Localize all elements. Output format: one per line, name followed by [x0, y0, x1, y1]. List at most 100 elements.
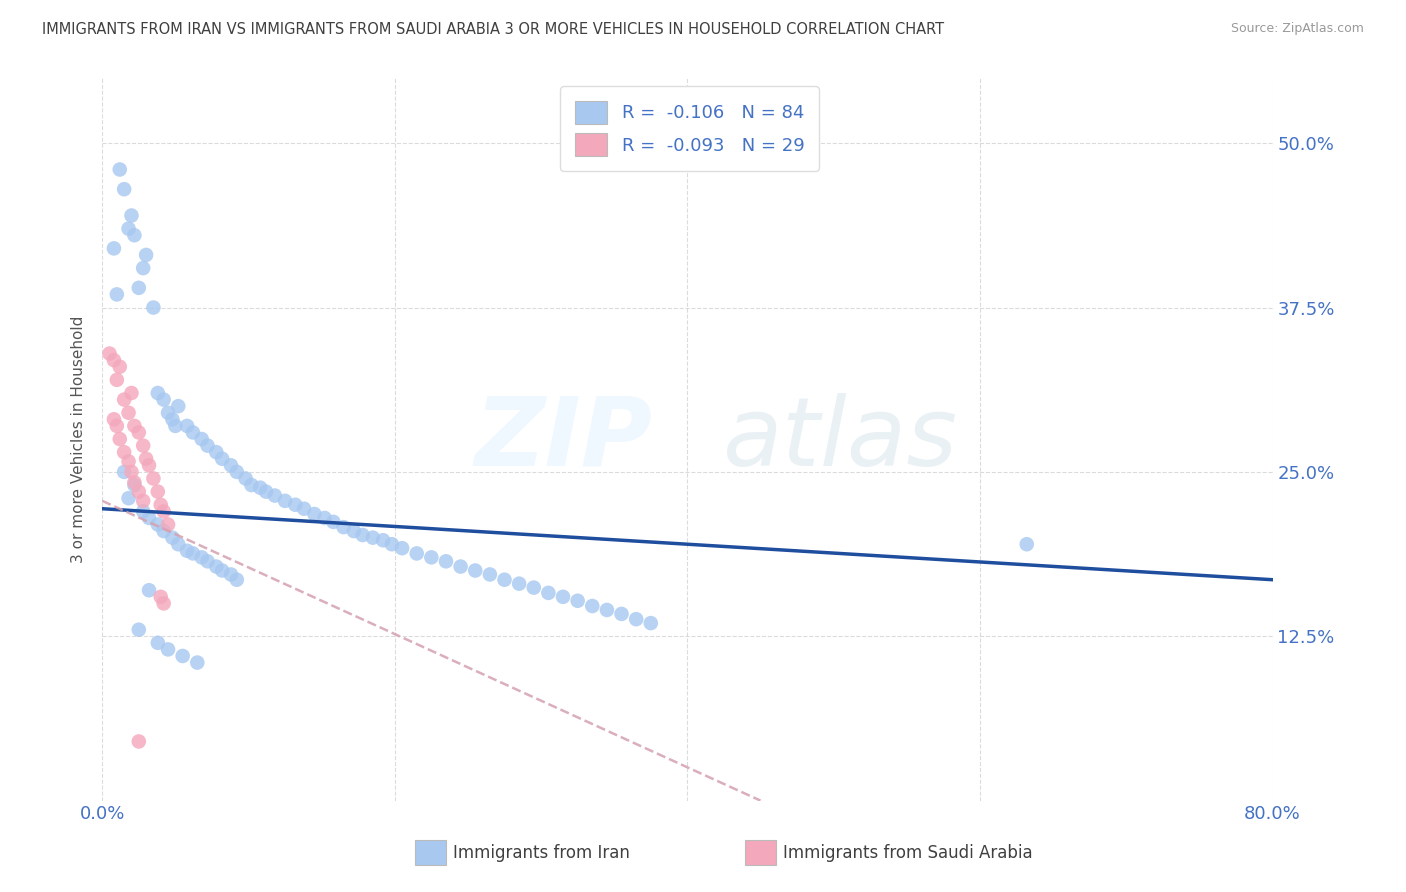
- Point: [105, 373, 128, 387]
- Point: [117, 491, 139, 506]
- Point: [304, 507, 326, 521]
- Point: [640, 616, 662, 631]
- Point: [240, 478, 263, 492]
- Text: Source: ZipAtlas.com: Source: ZipAtlas.com: [1230, 22, 1364, 36]
- Point: [167, 399, 190, 413]
- Point: [219, 458, 242, 473]
- Point: [181, 425, 204, 440]
- Point: [146, 517, 169, 532]
- Point: [128, 734, 150, 748]
- Point: [124, 418, 146, 433]
- Point: [434, 554, 457, 568]
- Point: [146, 386, 169, 401]
- Point: [624, 612, 647, 626]
- Point: [352, 528, 374, 542]
- Point: [149, 590, 172, 604]
- Point: [292, 501, 315, 516]
- Point: [105, 418, 128, 433]
- Point: [190, 550, 212, 565]
- Point: [381, 537, 404, 551]
- Point: [142, 301, 165, 315]
- Point: [135, 451, 157, 466]
- Point: [551, 590, 574, 604]
- Text: Immigrants from Saudi Arabia: Immigrants from Saudi Arabia: [783, 844, 1033, 862]
- Point: [508, 576, 530, 591]
- Point: [132, 493, 155, 508]
- Text: Immigrants from Iran: Immigrants from Iran: [453, 844, 630, 862]
- Point: [332, 520, 354, 534]
- Point: [112, 182, 135, 196]
- Point: [361, 531, 384, 545]
- Point: [138, 583, 160, 598]
- Point: [132, 439, 155, 453]
- Point: [149, 498, 172, 512]
- Point: [263, 489, 285, 503]
- Point: [596, 603, 619, 617]
- Point: [128, 623, 150, 637]
- Point: [405, 546, 427, 560]
- Point: [162, 412, 184, 426]
- Point: [112, 465, 135, 479]
- Point: [112, 392, 135, 407]
- Point: [152, 596, 174, 610]
- Point: [186, 656, 208, 670]
- Point: [162, 531, 184, 545]
- Point: [205, 559, 228, 574]
- Point: [190, 432, 212, 446]
- Point: [142, 471, 165, 485]
- Point: [157, 406, 180, 420]
- Point: [211, 564, 233, 578]
- Point: [322, 515, 344, 529]
- Point: [117, 454, 139, 468]
- Text: IMMIGRANTS FROM IRAN VS IMMIGRANTS FROM SAUDI ARABIA 3 OR MORE VEHICLES IN HOUSE: IMMIGRANTS FROM IRAN VS IMMIGRANTS FROM …: [42, 22, 945, 37]
- Point: [450, 559, 472, 574]
- Point: [117, 406, 139, 420]
- Point: [172, 648, 194, 663]
- Point: [121, 465, 143, 479]
- Point: [152, 504, 174, 518]
- Point: [152, 524, 174, 538]
- Point: [523, 581, 546, 595]
- Point: [478, 567, 501, 582]
- Point: [254, 484, 277, 499]
- Point: [494, 573, 516, 587]
- Point: [235, 471, 257, 485]
- Text: ZIP: ZIP: [474, 392, 652, 485]
- Point: [420, 550, 443, 565]
- Point: [167, 537, 190, 551]
- Point: [112, 445, 135, 459]
- Point: [225, 465, 247, 479]
- Point: [1015, 537, 1038, 551]
- Point: [128, 281, 150, 295]
- Point: [567, 593, 589, 607]
- Point: [284, 498, 307, 512]
- Point: [274, 493, 297, 508]
- Point: [121, 209, 143, 223]
- Point: [103, 353, 125, 368]
- Text: atlas: atlas: [723, 392, 957, 485]
- Point: [176, 418, 198, 433]
- Point: [464, 564, 486, 578]
- Point: [249, 481, 271, 495]
- Point: [121, 386, 143, 401]
- Point: [108, 359, 131, 374]
- Point: [197, 554, 219, 568]
- Point: [610, 607, 633, 621]
- Point: [152, 392, 174, 407]
- Point: [138, 458, 160, 473]
- Point: [211, 451, 233, 466]
- Point: [105, 287, 128, 301]
- Point: [103, 241, 125, 255]
- Point: [103, 412, 125, 426]
- Point: [124, 478, 146, 492]
- Point: [165, 418, 187, 433]
- Point: [225, 573, 247, 587]
- Point: [371, 533, 394, 548]
- Point: [343, 524, 366, 538]
- Point: [537, 586, 560, 600]
- Y-axis label: 3 or more Vehicles in Household: 3 or more Vehicles in Household: [72, 316, 86, 563]
- Point: [176, 543, 198, 558]
- Point: [146, 636, 169, 650]
- Point: [581, 599, 603, 613]
- Point: [108, 162, 131, 177]
